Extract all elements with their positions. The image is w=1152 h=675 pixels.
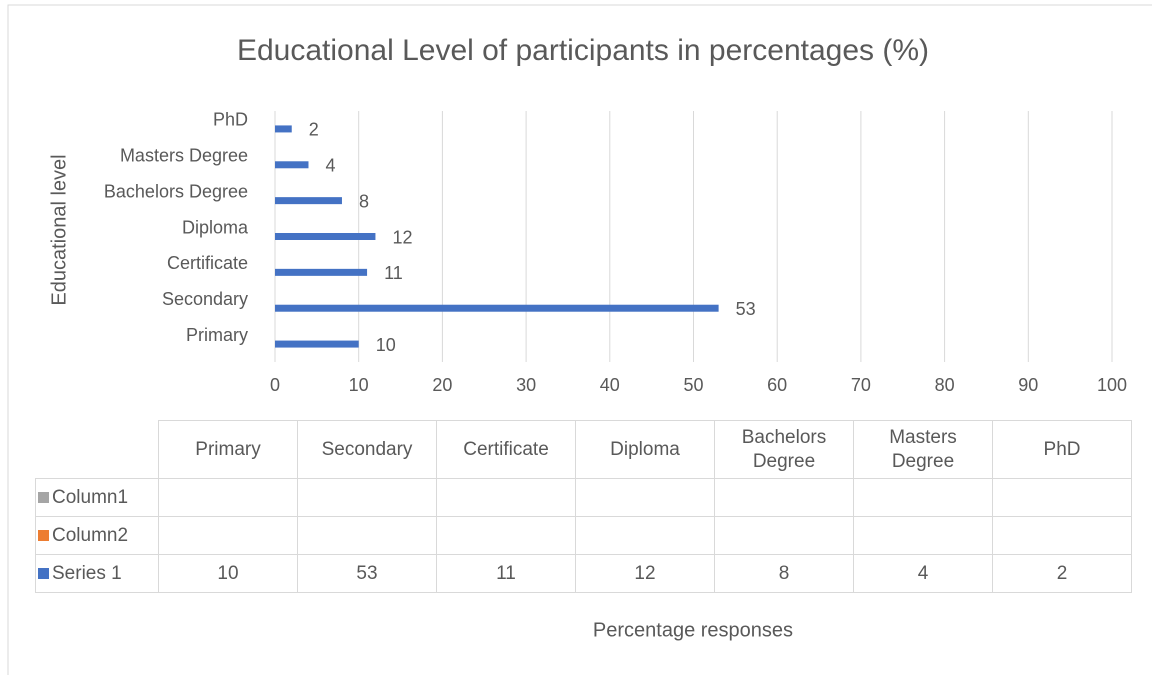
table-cell bbox=[297, 516, 437, 555]
table-cell: 2 bbox=[992, 554, 1132, 593]
legend-swatch bbox=[38, 567, 49, 579]
table-cell bbox=[575, 516, 715, 555]
x-tick-label: 40 bbox=[600, 375, 620, 395]
data-label: 11 bbox=[384, 263, 403, 283]
data-label: 8 bbox=[359, 191, 369, 211]
table-cell bbox=[297, 478, 437, 517]
table-cell: 4 bbox=[853, 554, 993, 593]
x-tick-label: 100 bbox=[1097, 375, 1127, 395]
bar bbox=[275, 268, 368, 276]
table-cell: 8 bbox=[714, 554, 854, 593]
y-tick-label: PhD bbox=[213, 110, 248, 130]
y-tick-label: Masters Degree bbox=[120, 146, 248, 166]
data-label: 2 bbox=[309, 120, 319, 140]
chart-border bbox=[7, 4, 1152, 675]
table-cell: 12 bbox=[575, 554, 715, 593]
table-header-cell: Bachelors Degree bbox=[714, 420, 854, 479]
bar bbox=[275, 161, 309, 169]
table-cell bbox=[853, 516, 993, 555]
bar bbox=[275, 233, 376, 240]
bar bbox=[275, 340, 359, 348]
legend-swatch bbox=[38, 529, 49, 541]
table-cell bbox=[992, 516, 1132, 555]
table-header-cell: Primary bbox=[158, 420, 298, 479]
data-label: 53 bbox=[736, 299, 756, 319]
x-tick-label: 80 bbox=[935, 375, 955, 395]
bar bbox=[275, 197, 342, 205]
data-table: Primary Secondary Certificate Diploma Bachel… bbox=[35, 420, 1132, 593]
table-cell: 53 bbox=[297, 554, 437, 593]
table-cell: 10 bbox=[158, 554, 298, 593]
table-header-cell: Diploma bbox=[575, 420, 715, 479]
table-header-cell: Secondary bbox=[297, 420, 437, 479]
table-row: Column1 bbox=[35, 478, 1132, 517]
x-tick-label: 0 bbox=[270, 375, 280, 395]
table-cell bbox=[436, 516, 576, 555]
table-cell bbox=[158, 516, 298, 555]
data-label: 10 bbox=[376, 335, 396, 355]
y-axis-title: Educational level bbox=[48, 154, 70, 305]
y-tick-label: Bachelors Degree bbox=[104, 181, 248, 201]
table-cell bbox=[992, 478, 1132, 517]
bar bbox=[275, 304, 719, 312]
table-cell bbox=[714, 516, 854, 555]
chart-title: Educational Level of participants in per… bbox=[237, 34, 929, 67]
table-row: Column2 bbox=[35, 516, 1132, 555]
table-row: Series 1 10 53 11 12 8 4 2 bbox=[35, 554, 1132, 593]
table-cell: 11 bbox=[436, 554, 576, 593]
legend-entry: Column1 bbox=[35, 478, 159, 517]
table-header-cell: Masters Degree bbox=[853, 420, 993, 479]
legend-entry: Column2 bbox=[35, 516, 159, 555]
x-axis-title: Percentage responses bbox=[593, 619, 793, 641]
x-tick-label: 20 bbox=[432, 375, 452, 395]
table-header-cell: Certificate bbox=[436, 420, 576, 479]
table-cell bbox=[714, 478, 854, 517]
x-tick-label: 90 bbox=[1018, 375, 1038, 395]
legend-label: Column1 bbox=[52, 486, 129, 508]
y-tick-label: Primary bbox=[186, 325, 248, 345]
bar bbox=[275, 125, 292, 133]
table-cell bbox=[853, 478, 993, 517]
x-tick-label: 30 bbox=[516, 375, 536, 395]
data-label: 12 bbox=[392, 227, 412, 247]
y-tick-label: Certificate bbox=[167, 253, 248, 273]
table-cell bbox=[575, 478, 715, 517]
table-header-cell: PhD bbox=[992, 420, 1132, 479]
table-cell bbox=[158, 478, 298, 517]
x-tick-label: 70 bbox=[851, 375, 871, 395]
x-tick-label: 10 bbox=[349, 375, 369, 395]
legend-label: Series 1 bbox=[52, 562, 122, 584]
legend-entry: Series 1 bbox=[35, 554, 159, 593]
table-corner bbox=[35, 420, 159, 479]
y-tick-label: Diploma bbox=[182, 217, 249, 237]
legend-label: Column2 bbox=[52, 524, 129, 546]
y-tick-label: Secondary bbox=[162, 289, 248, 309]
table-cell bbox=[436, 478, 576, 517]
x-tick-label: 50 bbox=[683, 375, 703, 395]
legend-swatch bbox=[38, 491, 49, 503]
table-header-row: Primary Secondary Certificate Diploma Bachel… bbox=[35, 420, 1132, 479]
x-tick-label: 60 bbox=[767, 375, 787, 395]
data-label: 4 bbox=[325, 156, 335, 176]
